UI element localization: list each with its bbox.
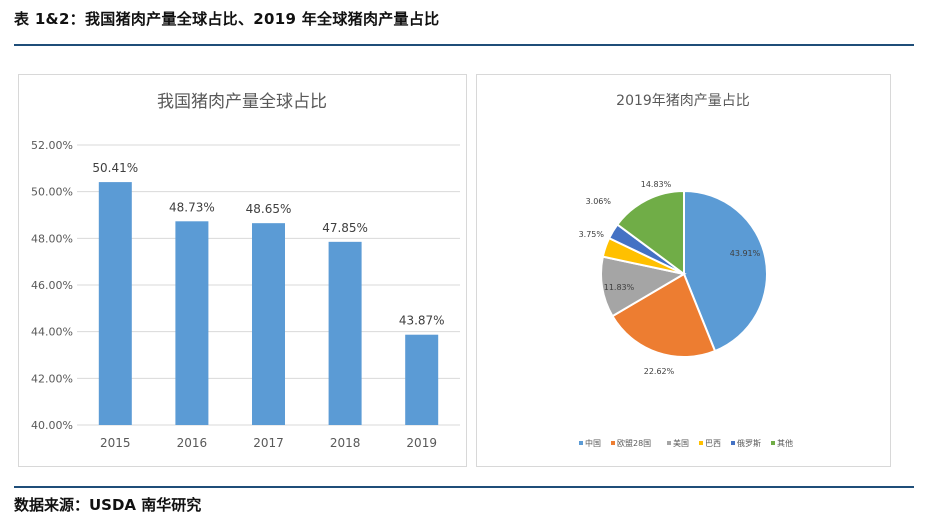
source-note: 数据来源：USDA 南华研究 [14, 496, 202, 514]
bar [328, 241, 362, 425]
legend-swatch [667, 441, 671, 445]
bar-chart-panel: 我国猪肉产量全球占比 40.00% 42.00% 44.00% 46.00% 48.00… [18, 74, 467, 467]
bar-value-label: 48.73% [169, 200, 215, 214]
legend-label: 俄罗斯 [737, 438, 761, 448]
x-tick-label: 2018 [330, 436, 361, 450]
y-tick-label: 48.00% [31, 232, 73, 245]
page-title: 表 1&2：我国猪肉产量全球占比、2019 年全球猪肉产量占比 [14, 10, 440, 28]
bar-value-label: 50.41% [92, 161, 138, 175]
bar [252, 223, 285, 425]
legend-swatch [699, 441, 703, 445]
legend-label: 美国 [673, 438, 689, 448]
footer-divider [14, 486, 914, 488]
pie-value-label: 14.83% [641, 180, 672, 189]
pie-value-label: 3.75% [579, 230, 605, 239]
legend-label: 巴西 [705, 439, 721, 448]
bar-value-label: 48.65% [246, 202, 292, 216]
pie-slice [683, 189, 768, 353]
legend-swatch [731, 441, 735, 445]
x-tick-label: 2017 [253, 436, 284, 450]
pie-chart-title: 2019年猪肉产量占比 [616, 93, 750, 109]
pie-value-label: 22.62% [644, 367, 675, 376]
x-tick-label: 2015 [100, 436, 131, 450]
y-tick-label: 44.00% [31, 326, 73, 339]
bar [405, 334, 439, 425]
bar-chart: 我国猪肉产量全球占比 40.00% 42.00% 44.00% 46.00% 48.00… [31, 92, 460, 450]
pie-chart: 2019年猪肉产量占比 43.91% 22.62% 11.83% 3.75% 3.06%… [579, 93, 793, 448]
bar [175, 221, 209, 425]
legend-label: 欧盟28国 [617, 438, 651, 448]
legend-swatch [611, 441, 615, 445]
legend-swatch [771, 441, 775, 445]
pie-chart-panel: 2019年猪肉产量占比 43.91% 22.62% 11.83% 3.75% 3.06%… [476, 74, 891, 467]
legend-label: 其他 [777, 438, 793, 448]
x-tick-label: 2019 [406, 436, 437, 450]
pie-value-label: 3.06% [586, 197, 612, 206]
pie-value-label: 11.83% [604, 283, 635, 292]
y-tick-label: 46.00% [31, 279, 73, 292]
legend-swatch [579, 441, 583, 445]
y-tick-label: 42.00% [31, 372, 73, 385]
bar-chart-title: 我国猪肉产量全球占比 [157, 92, 327, 112]
bar [98, 182, 132, 425]
pie-value-label: 43.91% [730, 249, 761, 258]
pie-slice [611, 272, 717, 358]
bar-value-label: 47.85% [322, 221, 368, 235]
bar-value-label: 43.87% [399, 314, 445, 328]
legend-label: 中国 [585, 438, 601, 448]
pie-slice [615, 189, 685, 276]
x-tick-label: 2016 [177, 436, 208, 450]
y-tick-label: 40.00% [31, 419, 73, 432]
y-tick-label: 50.00% [31, 186, 73, 199]
header-divider [14, 44, 914, 46]
pie-slice [600, 255, 687, 318]
y-tick-label: 52.00% [31, 139, 73, 152]
